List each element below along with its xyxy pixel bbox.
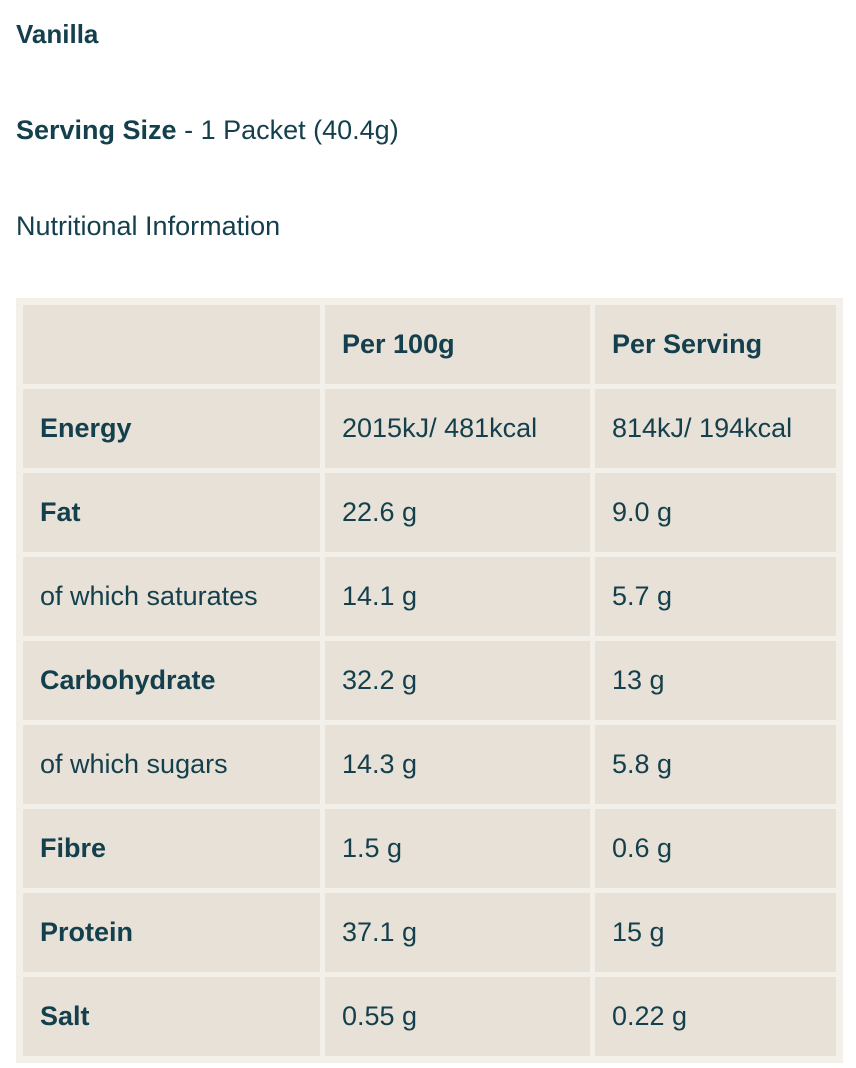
per-serving-value-cell: 15 g — [595, 893, 836, 972]
nutritional-information-heading: Nutritional Information — [16, 211, 281, 242]
per-100g-value-cell: 37.1 g — [325, 893, 590, 972]
nutrient-label-cell: Carbohydrate — [23, 641, 320, 720]
nutrition-table-row: Salt 0.55 g 0.22 g — [23, 977, 836, 1056]
per-100g-value-cell: 14.3 g — [325, 725, 590, 804]
nutrient-label-cell: Salt — [23, 977, 320, 1056]
nutrition-table-row: Protein 37.1 g 15 g — [23, 893, 836, 972]
per-serving-value-cell: 814kJ/ 194kcal — [595, 389, 836, 468]
per-serving-value-cell: 0.22 g — [595, 977, 836, 1056]
nutrient-label-cell: of which saturates — [23, 557, 320, 636]
nutrient-label-cell: Fibre — [23, 809, 320, 888]
per-100g-value-cell: 32.2 g — [325, 641, 590, 720]
per-100g-value-cell: 22.6 g — [325, 473, 590, 552]
nutrition-table-header-row: Per 100g Per Serving — [23, 305, 836, 384]
per-serving-value-cell: 5.8 g — [595, 725, 836, 804]
header-per-serving: Per Serving — [595, 305, 836, 384]
header-blank-cell — [23, 305, 320, 384]
per-serving-value-cell: 5.7 g — [595, 557, 836, 636]
serving-size-label: Serving Size — [16, 114, 177, 145]
nutrient-label-cell: Fat — [23, 473, 320, 552]
header-per-100g: Per 100g — [325, 305, 590, 384]
per-100g-value-cell: 14.1 g — [325, 557, 590, 636]
nutrient-label-cell: Protein — [23, 893, 320, 972]
per-100g-value-cell: 1.5 g — [325, 809, 590, 888]
nutrition-table-row: of which sugars 14.3 g 5.8 g — [23, 725, 836, 804]
serving-size-value: - 1 Packet (40.4g) — [176, 114, 399, 145]
per-serving-value-cell: 0.6 g — [595, 809, 836, 888]
per-100g-value-cell: 0.55 g — [325, 977, 590, 1056]
nutrition-table-row: Energy 2015kJ/ 481kcal 814kJ/ 194kcal — [23, 389, 836, 468]
flavour-title: Vanilla — [16, 19, 99, 49]
nutrition-table-wrapper: Per 100g Per Serving Energy 2015kJ/ 481k… — [16, 298, 843, 1063]
nutrition-table-row: Carbohydrate 32.2 g 13 g — [23, 641, 836, 720]
per-serving-value-cell: 9.0 g — [595, 473, 836, 552]
per-100g-value-cell: 2015kJ/ 481kcal — [325, 389, 590, 468]
per-serving-value-cell: 13 g — [595, 641, 836, 720]
nutrition-table-row: Fat 22.6 g 9.0 g — [23, 473, 836, 552]
nutrient-label-cell: of which sugars — [23, 725, 320, 804]
nutrition-table: Per 100g Per Serving Energy 2015kJ/ 481k… — [18, 300, 841, 1061]
nutrition-table-body: Energy 2015kJ/ 481kcal 814kJ/ 194kcal Fa… — [23, 389, 836, 1056]
nutrition-table-row: of which saturates 14.1 g 5.7 g — [23, 557, 836, 636]
nutrient-label-cell: Energy — [23, 389, 320, 468]
nutrition-table-row: Fibre 1.5 g 0.6 g — [23, 809, 836, 888]
serving-size-line: Serving Size - 1 Packet (40.4g) — [16, 114, 843, 148]
